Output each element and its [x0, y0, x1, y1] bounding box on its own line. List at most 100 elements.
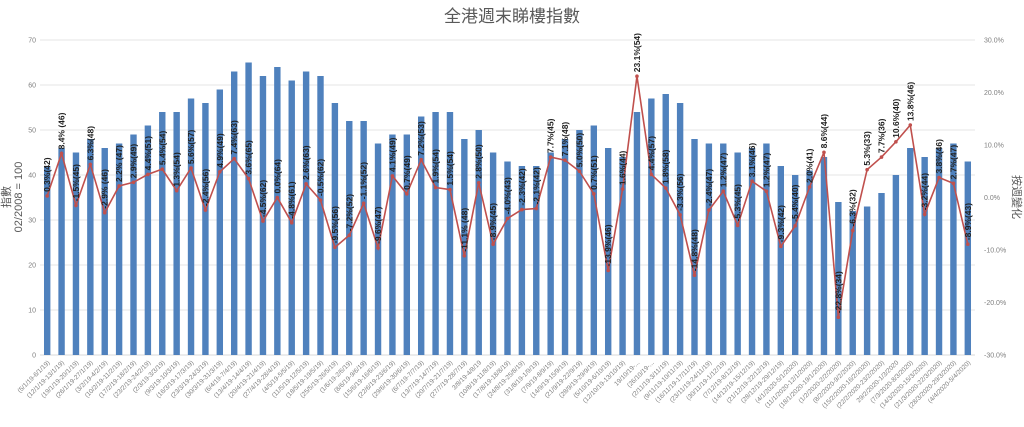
bar	[230, 71, 238, 355]
line-point	[246, 176, 251, 181]
line-point	[922, 212, 927, 217]
line-point	[822, 150, 826, 155]
line-point	[347, 233, 352, 238]
data-label: 8.6%(44)	[819, 114, 829, 149]
data-label: -8.9%(45)	[488, 203, 498, 240]
bar	[662, 94, 669, 355]
data-label: 13.8%(46)	[905, 82, 915, 121]
bar	[734, 152, 741, 355]
data-label: -8.9%(43)	[963, 203, 973, 240]
bar	[806, 170, 813, 355]
line-point	[146, 172, 150, 177]
data-label: -2.4%(47)	[704, 169, 714, 206]
data-label: 0.3%(42)	[42, 157, 52, 192]
bar	[648, 98, 655, 355]
bar	[130, 134, 137, 355]
bar	[461, 139, 468, 355]
bar	[835, 202, 842, 355]
data-label: -4.0%(43)	[503, 177, 513, 214]
bar	[763, 143, 770, 355]
data-label: -6.3%(32)	[848, 189, 858, 226]
line-point	[635, 74, 639, 79]
data-label: -22.8%(34)	[833, 271, 843, 313]
line-point	[520, 207, 524, 212]
data-label: 1.2%(47)	[718, 153, 728, 188]
line-point	[721, 189, 726, 193]
bar	[101, 148, 108, 355]
data-label: -13.9%(46)	[603, 224, 613, 266]
bar	[561, 139, 569, 355]
line-point	[836, 315, 841, 320]
bar	[360, 121, 367, 355]
bar	[346, 121, 353, 355]
bar	[935, 148, 943, 355]
bar	[604, 148, 612, 355]
data-label: 2.0%(41)	[805, 148, 815, 183]
line-point	[232, 156, 236, 161]
left-tick-label: 10	[28, 308, 36, 315]
left-tick-label: 70	[28, 38, 36, 45]
data-label: 2.9%(49)	[129, 144, 139, 179]
line-point	[304, 182, 308, 186]
line-point	[390, 174, 395, 178]
line-point	[505, 216, 510, 221]
data-label: -5.4%(40)	[790, 184, 800, 221]
left-tick-label: 0	[32, 353, 36, 360]
data-label: -7.2%(52)	[344, 194, 354, 231]
line-point	[692, 273, 697, 278]
data-label: 0.7%(49)	[402, 155, 412, 190]
bar	[907, 148, 914, 355]
data-label: 8.4% (46)	[57, 112, 67, 149]
line-point	[620, 187, 625, 191]
line-point	[534, 206, 539, 211]
line-point	[333, 245, 337, 250]
line-point	[45, 194, 49, 198]
line-point	[448, 187, 452, 192]
data-label: -4.5%(62)	[258, 180, 268, 217]
right-tick-label: 10.0%	[984, 143, 1004, 150]
line-point	[361, 201, 366, 206]
data-label: 1.9%(54)	[431, 149, 441, 184]
line-point	[764, 189, 769, 193]
line-point	[491, 242, 495, 247]
bar	[446, 112, 454, 355]
bar-series	[43, 62, 972, 355]
bar	[720, 143, 727, 355]
data-label: 4.1%(49)	[387, 137, 397, 172]
left-tick-label: 60	[28, 83, 36, 90]
line-point	[793, 224, 797, 228]
right-tick-label: 0.0%	[984, 195, 1000, 202]
line-point	[548, 155, 553, 159]
bar	[389, 134, 396, 355]
bar	[489, 152, 497, 355]
line-point	[102, 210, 107, 215]
line-point	[606, 268, 610, 273]
bar	[748, 148, 756, 355]
bar	[921, 157, 928, 355]
line-point	[261, 219, 265, 223]
bar	[849, 211, 856, 355]
data-label: 1.3%(54)	[172, 152, 182, 187]
bar	[72, 152, 80, 355]
bar	[475, 130, 482, 355]
line-point	[707, 208, 711, 212]
bar	[115, 143, 123, 355]
bar	[892, 175, 900, 355]
data-label: 4.4%(51)	[143, 136, 153, 171]
line-point	[88, 162, 93, 167]
line-point	[563, 158, 567, 163]
line-point	[879, 155, 884, 159]
bar	[878, 193, 885, 355]
left-tick-label: 40	[28, 173, 36, 180]
line-point	[376, 246, 380, 250]
bar	[705, 143, 713, 355]
data-label: -1.1%(52)	[359, 162, 369, 199]
line-point	[476, 181, 481, 185]
data-label: 7.1%(48)	[560, 122, 570, 157]
data-label: 2.7%(47)	[948, 145, 958, 180]
data-label: 3.1%(46)	[747, 143, 757, 178]
data-label: 4.9%(49)	[215, 133, 225, 168]
right-tick-label: 20.0%	[984, 90, 1004, 97]
data-label: -4.8%(61)	[287, 181, 297, 218]
data-label: 7.7%(36)	[877, 118, 887, 153]
